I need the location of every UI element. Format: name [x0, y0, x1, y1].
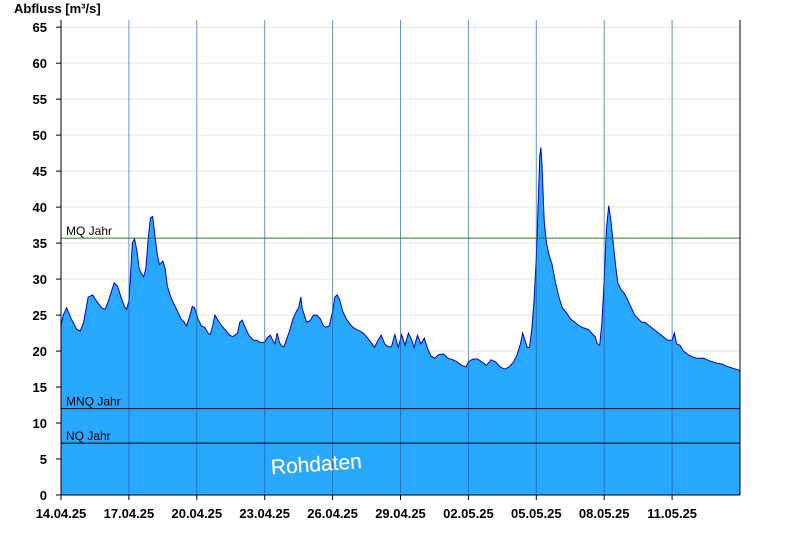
y-tick-label: 50: [33, 128, 47, 143]
y-tick-label: 5: [40, 452, 47, 467]
reference-lines: MQ Jahr MNQ Jahr NQ Jahr: [61, 224, 740, 444]
y-tick-label: 45: [33, 164, 47, 179]
x-axis-ticks: 14.04.25 17.04.25 20.04.25 23.04.25 26.04.25…: [36, 495, 697, 521]
reference-line-label: MQ Jahr: [66, 224, 112, 238]
watermark-label: Rohdaten: [270, 450, 362, 479]
y-axis-ticks: 0 5 10 15 20 25 30 35 40 45 50 55 60 65: [33, 20, 61, 503]
x-tick-label: 11.05.25: [647, 506, 697, 521]
y-tick-label: 30: [33, 272, 47, 287]
x-tick-label: 17.04.25: [104, 506, 155, 521]
x-tick-label: 23.04.25: [239, 506, 290, 521]
discharge-line: [60, 147, 741, 371]
y-tick-label: 35: [33, 236, 47, 251]
x-tick-label: 02.05.25: [443, 506, 494, 521]
y-tick-label: 60: [33, 56, 47, 71]
reference-line-label: NQ Jahr: [66, 429, 111, 443]
y-tick-label: 0: [40, 488, 47, 503]
reference-line-label: MNQ Jahr: [66, 395, 121, 409]
x-tick-label: 29.04.25: [375, 506, 426, 521]
y-tick-label: 10: [33, 416, 47, 431]
x-tick-label: 20.04.25: [171, 506, 222, 521]
x-tick-label: 14.04.25: [36, 506, 87, 521]
y-tick-label: 55: [33, 92, 47, 107]
x-tick-label: 08.05.25: [579, 506, 630, 521]
y-tick-label: 15: [33, 380, 47, 395]
day-separator-lines: [128, 20, 673, 495]
discharge-area: [61, 147, 740, 495]
y-tick-label: 40: [33, 200, 47, 215]
x-tick-label: 05.05.25: [511, 506, 562, 521]
y-axis-label: Abfluss [m³/s]: [14, 1, 101, 16]
x-tick-label: 26.04.25: [307, 506, 358, 521]
y-tick-label: 20: [33, 344, 47, 359]
y-tick-label: 25: [33, 308, 47, 323]
y-tick-label: 65: [33, 20, 47, 35]
